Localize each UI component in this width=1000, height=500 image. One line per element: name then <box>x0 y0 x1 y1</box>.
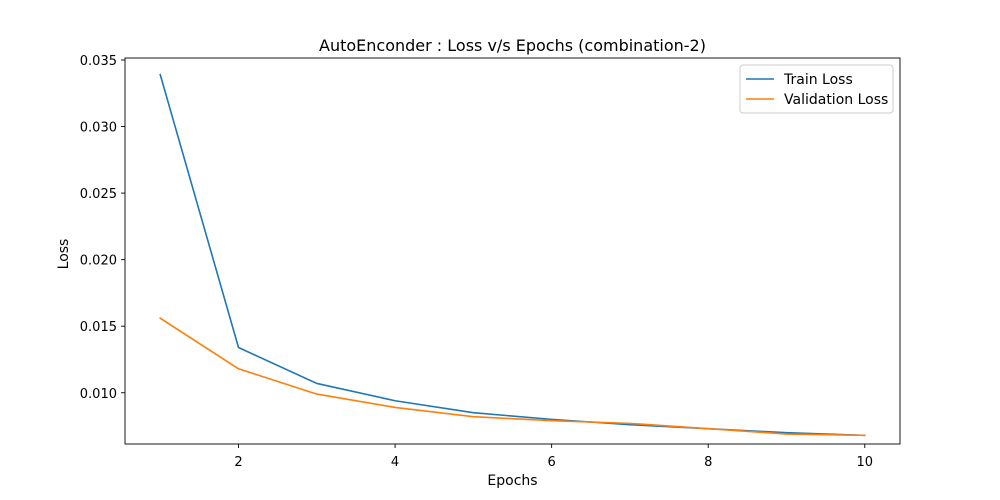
y-tick-label: 0.015 <box>80 320 117 335</box>
y-tick-label: 0.035 <box>80 54 117 69</box>
chart-title: AutoEnconder : Loss v/s Epochs (combinat… <box>319 36 706 55</box>
y-tick-label: 0.025 <box>80 187 117 202</box>
series-line-validation-loss <box>159 317 866 437</box>
x-tick-label: 10 <box>856 455 873 470</box>
y-tick-label: 0.030 <box>80 121 117 136</box>
axes-frame <box>124 57 901 445</box>
x-tick-label: 8 <box>704 455 712 470</box>
y-tick-label: 0.020 <box>80 254 117 269</box>
plot-area: 2 4 6 8 10 0.010 0.015 0.020 0.025 0.030 0.035 <box>80 54 901 470</box>
legend: Train Loss Validation Loss <box>739 64 894 114</box>
y-tick-label: 0.010 <box>80 387 117 402</box>
legend-label-validation-loss: Validation Loss <box>784 92 888 108</box>
x-tick-label: 2 <box>234 455 242 470</box>
legend-label-train-loss: Train Loss <box>783 72 853 88</box>
x-tick-label: 6 <box>548 455 556 470</box>
x-axis-title: Epochs <box>487 473 537 489</box>
legend-box <box>739 64 894 114</box>
y-axis-title: Loss <box>56 239 72 270</box>
x-tick-label: 4 <box>391 455 399 470</box>
